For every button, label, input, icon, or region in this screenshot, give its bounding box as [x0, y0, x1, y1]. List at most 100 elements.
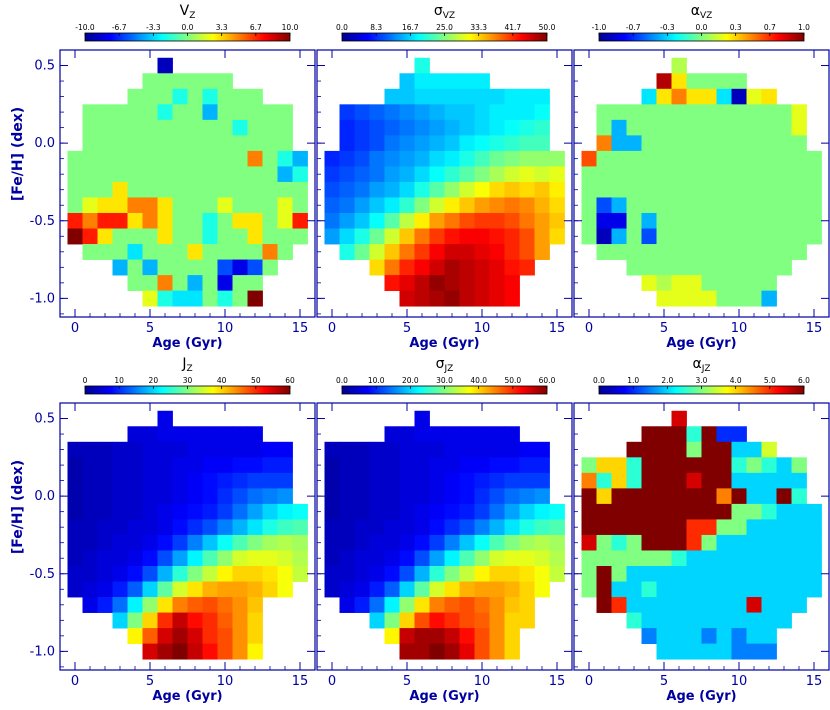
heatmap-cell	[581, 457, 597, 474]
heatmap-cell	[262, 119, 278, 136]
heatmap-cell	[686, 135, 702, 152]
heatmap-cell	[489, 119, 505, 136]
heatmap-cell	[791, 104, 807, 121]
heatmap-cell	[172, 519, 188, 536]
heatmap-cell	[474, 550, 490, 567]
heatmap-cell	[656, 275, 672, 292]
heatmap-cell	[414, 581, 430, 598]
heatmap-cell	[519, 503, 535, 520]
heatmap-cell	[761, 503, 777, 520]
heatmap-cell	[339, 212, 355, 229]
heatmap-cell	[414, 457, 430, 474]
heatmap-cell	[489, 612, 505, 629]
panel-title: αJZ	[692, 356, 710, 374]
heatmap-cell	[354, 212, 370, 229]
heatmap-cell	[339, 150, 355, 167]
heatmap-cell	[202, 275, 218, 292]
heatmap-cell	[596, 472, 612, 489]
heatmap-cell	[399, 150, 415, 167]
heatmap-cell	[656, 290, 672, 307]
heatmap-cell	[459, 441, 475, 458]
heatmap-cell	[504, 534, 520, 551]
heatmap-cell	[626, 488, 642, 505]
heatmap-cell	[142, 228, 158, 245]
heatmap-cell	[519, 181, 535, 198]
heatmap-cell	[731, 212, 747, 229]
heatmap-cell	[187, 290, 203, 307]
heatmap-cell	[504, 228, 520, 245]
heatmap-cell	[172, 534, 188, 551]
heatmap-cell	[746, 503, 762, 520]
heatmap-cell	[459, 197, 475, 214]
heatmap-cell	[716, 166, 732, 183]
heatmap-cell	[761, 534, 777, 551]
heatmap-cell	[746, 519, 762, 536]
heatmap-cell	[716, 519, 732, 536]
heatmap-cell	[67, 581, 83, 598]
heatmap-cell	[67, 441, 83, 458]
heatmap-cell	[202, 472, 218, 489]
heatmap-cell	[761, 519, 777, 536]
heatmap-cell	[324, 565, 340, 582]
heatmap-cell	[761, 581, 777, 598]
y-tick-label: 0.5	[34, 59, 55, 74]
heatmap-cell	[806, 166, 822, 183]
heatmap-cell	[142, 472, 158, 489]
heatmap-cell	[277, 119, 293, 136]
x-tick-label: 0	[585, 321, 593, 336]
heatmap-cell	[581, 150, 597, 167]
heatmap-cell	[429, 150, 445, 167]
heatmap-cell	[671, 597, 687, 613]
heatmap-cell	[519, 534, 535, 551]
heatmap-cell	[656, 488, 672, 505]
heatmap-cell	[157, 73, 173, 90]
heatmap-cell	[262, 519, 278, 536]
heatmap-cell	[112, 597, 128, 613]
heatmap-cell	[701, 73, 717, 90]
heatmap-cell	[262, 457, 278, 474]
heatmap-cell	[339, 441, 355, 458]
heatmap-cell	[716, 212, 732, 229]
heatmap-cell	[761, 643, 777, 660]
heatmap-cell	[399, 457, 415, 474]
heatmap-cell	[187, 228, 203, 245]
heatmap-cell	[656, 457, 672, 474]
heatmap-cell	[369, 457, 385, 474]
heatmap-cell	[806, 212, 822, 229]
heatmap-cell	[686, 457, 702, 474]
heatmap-cell	[277, 519, 293, 536]
heatmap-cell	[324, 550, 340, 567]
heatmap-cell	[399, 275, 415, 292]
heatmap-cell	[701, 581, 717, 598]
heatmap-cell	[746, 534, 762, 551]
heatmap-cell	[112, 166, 128, 183]
heatmap-cell	[611, 597, 627, 613]
heatmap-cell	[414, 410, 430, 427]
heatmap-cell	[247, 197, 263, 214]
heatmap-cell	[459, 212, 475, 229]
heatmap-cell	[716, 457, 732, 474]
heatmap-cell	[519, 150, 535, 167]
heatmap-cell	[324, 150, 340, 167]
heatmap-cell	[489, 519, 505, 536]
heatmap-cell	[369, 166, 385, 183]
heatmap-cell	[701, 519, 717, 536]
heatmap-cell	[776, 244, 792, 260]
heatmap-cell	[641, 275, 657, 292]
heatmap-cell	[701, 166, 717, 183]
heatmap-cell	[324, 181, 340, 198]
heatmap-cell	[429, 197, 445, 214]
heatmap-cell	[686, 441, 702, 458]
heatmap-cell	[474, 565, 490, 582]
heatmap-cell	[686, 612, 702, 629]
heatmap-cell	[187, 472, 203, 489]
heatmap-cell	[581, 488, 597, 505]
heatmap-cell	[399, 643, 415, 660]
heatmap-cell	[354, 472, 370, 489]
heatmap-cell	[414, 275, 430, 292]
heatmap-cell	[429, 181, 445, 198]
heatmap-cell	[641, 441, 657, 458]
heatmap-cell	[247, 597, 263, 613]
heatmap-cell	[519, 88, 535, 105]
heatmap-cell	[369, 212, 385, 229]
